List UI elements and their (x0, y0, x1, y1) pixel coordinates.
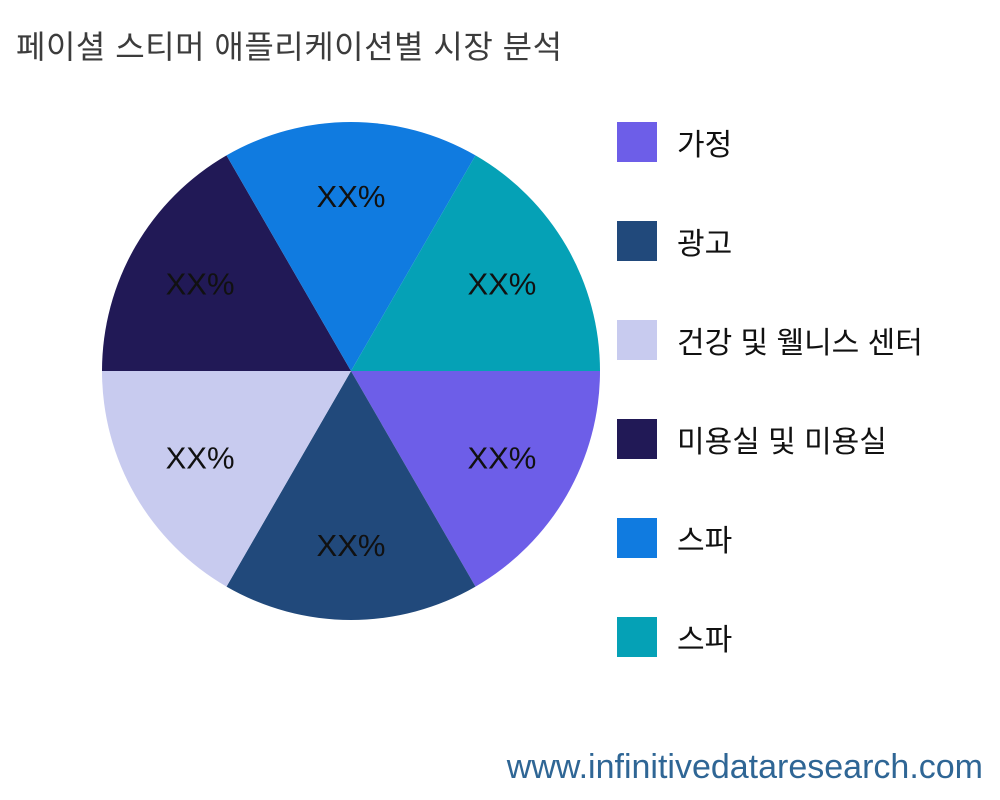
pie-percent-label-5: XX% (467, 266, 536, 301)
legend-item-3: 미용실 및 미용실 (617, 419, 923, 459)
legend-item-5: 스파 (617, 617, 923, 657)
pie-slice-4 (226, 122, 476, 371)
pie-percent-label-1: XX% (317, 528, 386, 563)
legend-swatch-5 (617, 617, 657, 657)
legend-swatch-3 (617, 419, 657, 459)
legend-item-0: 가정 (617, 122, 923, 162)
pie-slice-3 (102, 155, 351, 371)
pie-slice-2 (102, 371, 351, 587)
legend-swatch-4 (617, 518, 657, 558)
pie-slice-5 (351, 155, 600, 371)
legend-label-2: 건강 및 웰니스 센터 (677, 327, 923, 360)
pie-slice-1 (226, 371, 476, 620)
legend-label-0: 가정 (677, 129, 733, 162)
pie-percent-label-3: XX% (166, 266, 235, 301)
legend: 가정 광고 건강 및 웰니스 센터 미용실 및 미용실 스파 스파 (617, 122, 923, 657)
legend-label-3: 미용실 및 미용실 (677, 426, 887, 459)
pie-percent-label-0: XX% (467, 441, 536, 476)
chart-title: 페이셜 스티머 애플리케이션별 시장 분석 (16, 29, 563, 65)
pie-percent-label-2: XX% (166, 441, 235, 476)
legend-swatch-2 (617, 320, 657, 360)
legend-label-5: 스파 (677, 624, 733, 657)
legend-item-1: 광고 (617, 221, 923, 261)
legend-item-4: 스파 (617, 518, 923, 558)
pie-slice-0 (351, 371, 600, 587)
footer-website-url: www.infinitivedataresearch.com (506, 748, 983, 786)
legend-item-2: 건강 및 웰니스 센터 (617, 320, 923, 360)
pie-percent-label-4: XX% (317, 179, 386, 214)
legend-label-1: 광고 (677, 228, 733, 261)
legend-label-4: 스파 (677, 525, 733, 558)
pie-chart: XX% XX% XX% XX% XX% XX% (102, 122, 600, 620)
legend-swatch-0 (617, 122, 657, 162)
legend-swatch-1 (617, 221, 657, 261)
